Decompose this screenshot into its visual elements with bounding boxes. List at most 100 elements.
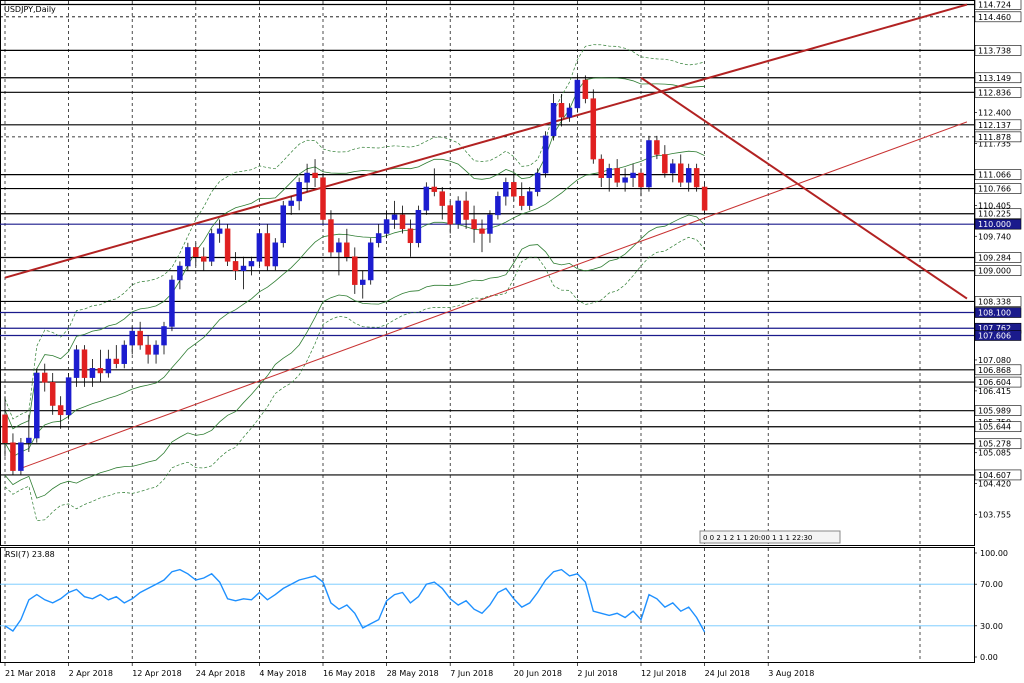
- candle[interactable]: [10, 433, 16, 476]
- candle[interactable]: [248, 256, 255, 276]
- candle[interactable]: [169, 275, 175, 332]
- candle-body: [18, 442, 24, 471]
- candle[interactable]: [280, 200, 286, 248]
- candle[interactable]: [646, 135, 652, 192]
- candle[interactable]: [622, 168, 628, 192]
- candle[interactable]: [352, 247, 358, 294]
- candle[interactable]: [534, 168, 541, 197]
- candle[interactable]: [320, 173, 326, 225]
- candle[interactable]: [89, 359, 96, 387]
- candle[interactable]: [256, 228, 263, 267]
- candle[interactable]: [288, 196, 294, 215]
- candle[interactable]: [153, 340, 159, 364]
- candle[interactable]: [606, 163, 612, 192]
- candle[interactable]: [511, 173, 517, 201]
- candle[interactable]: [407, 219, 414, 257]
- candle[interactable]: [662, 145, 668, 178]
- candle[interactable]: [360, 270, 366, 299]
- toolbar-strip[interactable]: 0 0 2 1 2 1 1 20:00 1 1 1 22:30: [699, 530, 841, 544]
- candle[interactable]: [193, 242, 199, 267]
- candle[interactable]: [447, 200, 453, 234]
- candle[interactable]: [638, 168, 644, 197]
- candle[interactable]: [73, 345, 80, 387]
- candle[interactable]: [685, 163, 692, 192]
- candle[interactable]: [312, 159, 318, 187]
- candle[interactable]: [614, 159, 620, 187]
- candle[interactable]: [49, 372, 56, 415]
- candle[interactable]: [65, 372, 72, 420]
- candle[interactable]: [121, 340, 127, 369]
- candle-body: [471, 219, 477, 230]
- candle[interactable]: [26, 414, 32, 453]
- candle[interactable]: [471, 205, 477, 243]
- candle[interactable]: [574, 75, 581, 113]
- candle-body: [97, 368, 104, 374]
- candle[interactable]: [81, 345, 88, 387]
- candle[interactable]: [105, 349, 112, 378]
- level-price-tag: [974, 376, 1022, 388]
- candle[interactable]: [137, 321, 143, 350]
- candle[interactable]: [693, 163, 700, 192]
- candle[interactable]: [654, 135, 660, 160]
- candle[interactable]: [383, 210, 390, 239]
- candle[interactable]: [304, 163, 310, 192]
- candle[interactable]: [272, 238, 279, 271]
- candle-body: [161, 326, 167, 346]
- candle[interactable]: [296, 177, 302, 211]
- candle[interactable]: [598, 154, 604, 187]
- candle[interactable]: [2, 396, 8, 457]
- candle[interactable]: [439, 186, 445, 220]
- candle[interactable]: [455, 196, 461, 229]
- candle[interactable]: [423, 182, 430, 215]
- bb-upper: [4, 77, 705, 430]
- candle[interactable]: [145, 335, 151, 364]
- level-price-label: 107.606: [978, 331, 1011, 340]
- candle[interactable]: [375, 224, 382, 248]
- candle[interactable]: [590, 89, 597, 164]
- candle[interactable]: [232, 252, 239, 280]
- candle[interactable]: [201, 247, 207, 271]
- candle[interactable]: [177, 261, 183, 290]
- candle[interactable]: [526, 186, 533, 211]
- candle[interactable]: [34, 368, 40, 443]
- candle[interactable]: [216, 219, 223, 243]
- candle[interactable]: [97, 349, 104, 383]
- candle[interactable]: [415, 205, 422, 248]
- candle[interactable]: [503, 177, 509, 206]
- candle[interactable]: [367, 238, 374, 285]
- level-price-label: 111.066: [978, 171, 1011, 180]
- candle[interactable]: [240, 256, 247, 290]
- candle[interactable]: [208, 228, 215, 267]
- candle[interactable]: [678, 154, 684, 187]
- candle[interactable]: [479, 219, 485, 253]
- candle[interactable]: [670, 159, 676, 183]
- candle[interactable]: [550, 93, 557, 141]
- candle[interactable]: [57, 396, 64, 429]
- candle[interactable]: [129, 326, 135, 355]
- candle[interactable]: [542, 131, 549, 178]
- candle[interactable]: [185, 242, 191, 271]
- candle[interactable]: [18, 438, 24, 476]
- candle[interactable]: [161, 321, 167, 355]
- candle[interactable]: [336, 238, 342, 276]
- candle[interactable]: [519, 182, 525, 211]
- candle[interactable]: [264, 224, 271, 271]
- candle[interactable]: [391, 200, 398, 229]
- candle[interactable]: [463, 191, 469, 229]
- candle[interactable]: [487, 210, 493, 243]
- candle[interactable]: [582, 75, 589, 104]
- candle[interactable]: [495, 191, 501, 220]
- candle[interactable]: [431, 168, 438, 197]
- candle[interactable]: [224, 224, 231, 267]
- candle[interactable]: [566, 103, 573, 122]
- candle[interactable]: [399, 205, 406, 234]
- candles[interactable]: [2, 75, 708, 476]
- candle[interactable]: [558, 93, 565, 127]
- candle[interactable]: [113, 345, 120, 369]
- candle[interactable]: [344, 228, 350, 262]
- candle[interactable]: [630, 163, 636, 187]
- candle[interactable]: [42, 363, 48, 392]
- candle[interactable]: [701, 182, 708, 215]
- candle-body: [137, 330, 143, 346]
- candle[interactable]: [328, 210, 334, 257]
